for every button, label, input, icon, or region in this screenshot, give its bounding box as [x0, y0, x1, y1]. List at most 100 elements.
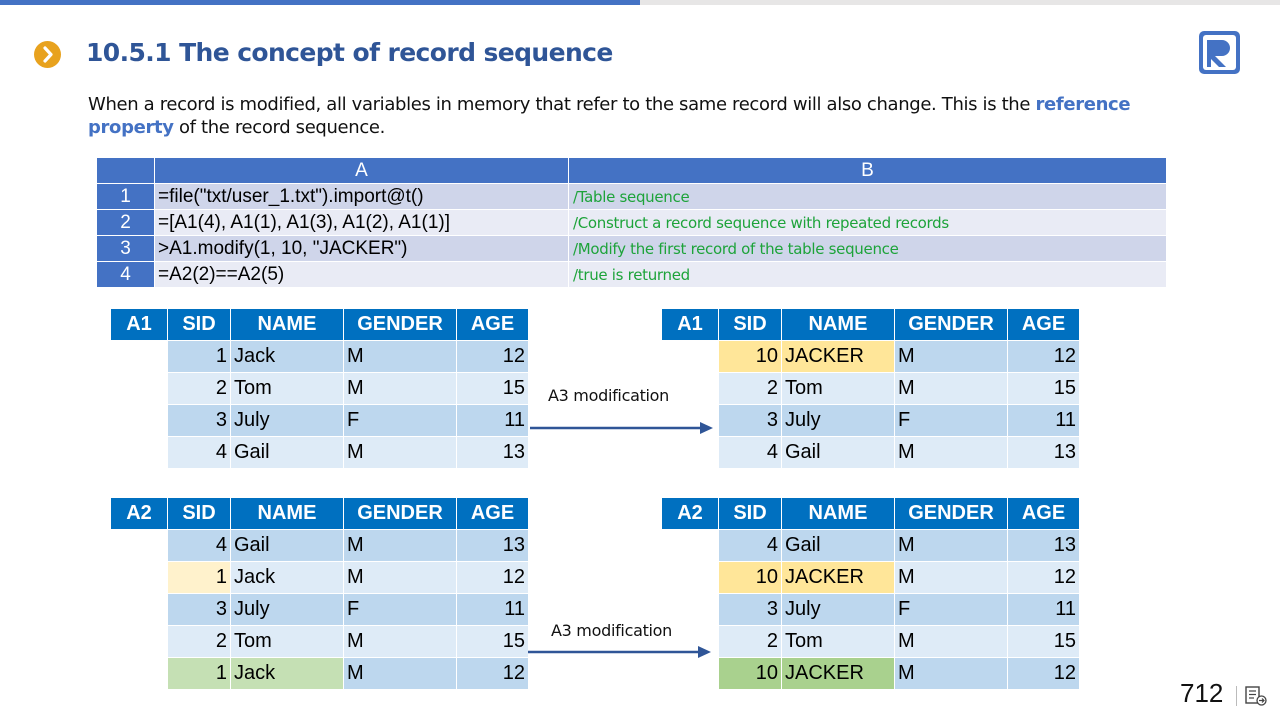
table-row: 10 JACKER M 12 — [661, 340, 1080, 373]
cell-gender: M — [894, 625, 1008, 658]
cell-gender: M — [343, 561, 457, 594]
grid-cell-code[interactable]: =[A1(4), A1(1), A1(3), A1(2), A1(1)] — [154, 209, 569, 236]
cell-sid: 3 — [167, 593, 231, 626]
cell-gender: M — [894, 657, 1008, 690]
cell-age: 13 — [456, 529, 529, 562]
grid-cell-code[interactable]: =A2(2)==A2(5) — [154, 261, 569, 288]
table-row: 3 July F 11 — [661, 404, 1080, 437]
cell-age: 13 — [1007, 436, 1080, 469]
cell-sid: 4 — [167, 529, 231, 562]
cell-sid-modified: 10 — [718, 657, 782, 690]
grid-cell-comment[interactable]: /Table sequence — [568, 183, 1167, 210]
table-row: 4 Gail M 13 — [110, 529, 529, 562]
progress-bar-filled — [0, 0, 640, 5]
a2-after-table: A2 SID NAME GENDER AGE 4 Gail M 13 10 JACKER… — [661, 497, 1080, 690]
cell-gender: M — [894, 436, 1008, 469]
cell-gender: F — [343, 593, 457, 626]
cell-age: 12 — [456, 561, 529, 594]
a2-before-table: A2 SID NAME GENDER AGE 4 Gail M 13 1 Jack M 12… — [110, 497, 529, 690]
modification-note-top: A3 modification — [548, 386, 670, 405]
table-row: 2 Tom M 15 — [110, 625, 529, 658]
col-header-gender: GENDER — [894, 308, 1008, 341]
table-row: 3 July F 11 — [110, 404, 529, 437]
cell-age: 13 — [1007, 529, 1080, 562]
col-header-age: AGE — [1007, 497, 1080, 530]
grid-row-number: 1 — [96, 183, 155, 210]
cell-name: Tom — [781, 372, 895, 405]
cell-gender: F — [894, 593, 1008, 626]
grid-col-header-a: A — [154, 157, 569, 184]
cell-age: 13 — [456, 436, 529, 469]
cell-sid: 4 — [167, 436, 231, 469]
code-grid: A B 1 =file("txt/user_1.txt").import@t()… — [96, 157, 1167, 288]
cell-sid: 2 — [718, 625, 782, 658]
cell-name-modified: JACKER — [781, 561, 895, 594]
cell-gender: M — [894, 372, 1008, 405]
grid-cell-comment[interactable]: /Construct a record sequence with repeat… — [568, 209, 1167, 236]
grid-corner — [96, 157, 155, 184]
a1-after-table: A1 SID NAME GENDER AGE 10 JACKER M 12 2 Tom M… — [661, 308, 1080, 469]
cell-name: Gail — [230, 529, 344, 562]
grid-row-number: 4 — [96, 261, 155, 288]
grid-cell-comment[interactable]: /true is returned — [568, 261, 1167, 288]
table-row: 10 JACKER M 12 — [661, 561, 1080, 594]
cell-age: 15 — [1007, 625, 1080, 658]
table-row: 3 July F 11 — [661, 593, 1080, 626]
brand-logo-icon — [1199, 31, 1240, 74]
cell-sid-modified: 10 — [718, 561, 782, 594]
chevron-right-icon — [34, 41, 61, 68]
col-header-sid: SID — [167, 308, 231, 341]
grid-cell-code[interactable]: =file("txt/user_1.txt").import@t() — [154, 183, 569, 210]
col-header-age: AGE — [1007, 308, 1080, 341]
table-label: A2 — [110, 497, 168, 530]
progress-bar-track — [640, 0, 1280, 5]
cell-gender: M — [894, 529, 1008, 562]
col-header-age: AGE — [456, 497, 529, 530]
cell-sid: 3 — [167, 404, 231, 437]
table-row: 2 Tom M 15 — [110, 372, 529, 405]
modification-note-bottom: A3 modification — [551, 621, 673, 640]
col-header-sid: SID — [718, 497, 782, 530]
grid-cell-comment[interactable]: /Modify the first record of the table se… — [568, 235, 1167, 262]
cell-gender: M — [894, 561, 1008, 594]
cell-name: Jack — [230, 561, 344, 594]
col-header-sid: SID — [167, 497, 231, 530]
grid-row-number: 2 — [96, 209, 155, 236]
cell-age: 15 — [456, 625, 529, 658]
cell-sid: 2 — [167, 625, 231, 658]
col-header-age: AGE — [456, 308, 529, 341]
cell-sid: 3 — [718, 593, 782, 626]
notes-icon[interactable] — [1245, 686, 1267, 706]
grid-col-header-b: B — [568, 157, 1167, 184]
cell-age: 15 — [456, 372, 529, 405]
cell-name: July — [781, 593, 895, 626]
arrow-right-icon — [528, 646, 711, 658]
a1-before-table: A1 SID NAME GENDER AGE 1 Jack M 12 2 Tom M 15 … — [110, 308, 529, 469]
table-label: A1 — [110, 308, 168, 341]
intro-text: When a record is modified, all variables… — [88, 94, 1131, 138]
cell-sid-highlight: 1 — [167, 561, 231, 594]
col-header-name: NAME — [781, 308, 895, 341]
cell-age: 11 — [456, 593, 529, 626]
cell-age: 12 — [1007, 657, 1080, 690]
table-row: 3 July F 11 — [110, 593, 529, 626]
table-row: 2 Tom M 15 — [661, 625, 1080, 658]
cell-gender: F — [343, 404, 457, 437]
cell-sid: 2 — [167, 372, 231, 405]
cell-name-modified: JACKER — [781, 657, 895, 690]
cell-age: 12 — [1007, 340, 1080, 373]
page-number: 712 — [1180, 678, 1224, 708]
cell-gender: F — [894, 404, 1008, 437]
cell-gender: M — [343, 625, 457, 658]
reference-property-highlight: reference property — [88, 94, 1131, 138]
cell-gender: M — [343, 657, 457, 690]
grid-cell-code[interactable]: >A1.modify(1, 10, "JACKER") — [154, 235, 569, 262]
page-title: 10.5.1 The concept of record sequence — [86, 38, 613, 67]
cell-sid: 4 — [718, 436, 782, 469]
table-row: 4 Gail M 13 — [661, 436, 1080, 469]
cell-gender: M — [343, 340, 457, 373]
cell-gender: M — [343, 436, 457, 469]
cell-name: July — [230, 404, 344, 437]
col-header-gender: GENDER — [894, 497, 1008, 530]
cell-sid: 3 — [718, 404, 782, 437]
